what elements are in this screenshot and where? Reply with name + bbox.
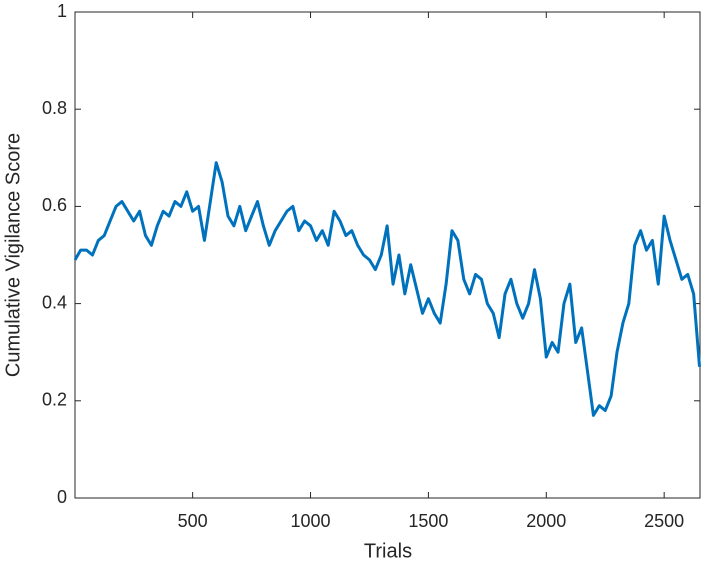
x-tick-label: 2000 bbox=[526, 511, 566, 531]
x-tick-label: 500 bbox=[178, 511, 208, 531]
x-axis-label: Trials bbox=[364, 540, 412, 562]
y-tick-label: 0.2 bbox=[42, 390, 67, 410]
x-tick-label: 2500 bbox=[644, 511, 684, 531]
y-tick-label: 0.6 bbox=[42, 195, 67, 215]
data-line bbox=[73, 161, 702, 417]
y-axis-label: Cumulative Vigilance Score bbox=[2, 133, 24, 377]
plot-area bbox=[74, 11, 701, 499]
y-tick-label: 1 bbox=[57, 1, 67, 21]
y-tick-label: 0 bbox=[57, 487, 67, 507]
y-tick-label: 0.8 bbox=[42, 98, 67, 118]
y-tick-label: 0.4 bbox=[42, 292, 67, 312]
x-tick-label: 1000 bbox=[291, 511, 331, 531]
x-tick-label: 1500 bbox=[408, 511, 448, 531]
